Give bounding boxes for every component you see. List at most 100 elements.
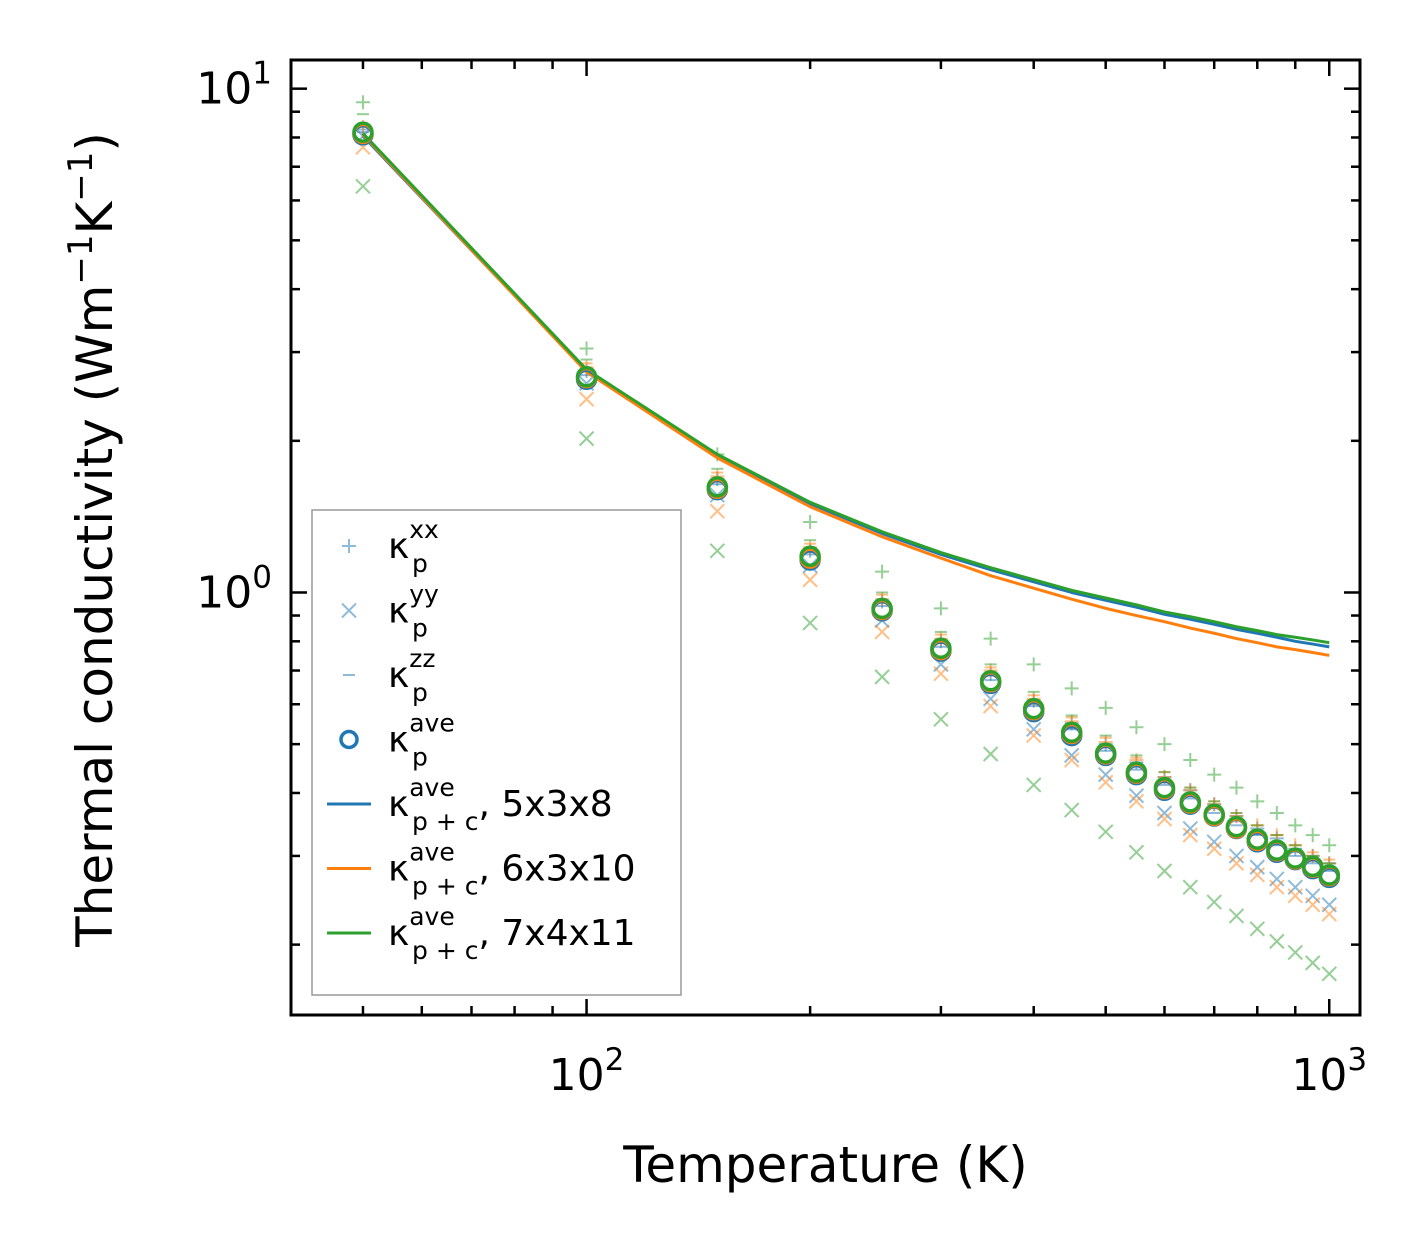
legend-label: κzz p	[388, 644, 435, 707]
kxx-point-7x4x11-750	[1229, 780, 1244, 795]
kxx-point-7x4x11-850	[1269, 806, 1284, 821]
kyy-point-6x3x10-1000	[1321, 906, 1337, 922]
legend-superscript: ave	[409, 838, 455, 867]
kave-point-7x4x11-900	[1284, 847, 1307, 869]
legend-label: κave p	[388, 709, 455, 772]
y-tick-label-exponent: 1	[252, 56, 272, 92]
kyy-point-6x3x10-400	[1026, 727, 1042, 744]
kyy-point-6x3x10-650	[1182, 827, 1199, 843]
line-series-1	[361, 133, 1330, 657]
kyy-point-6x3x10-850	[1269, 879, 1285, 895]
kyy-point-7x4x11-600	[1156, 863, 1173, 879]
legend-x-marker	[341, 602, 357, 619]
y-tick-label-exponent: 0	[252, 559, 272, 595]
kave-point-7x4x11-250	[871, 597, 893, 620]
kxx-point-7x4x11-50	[355, 95, 370, 110]
kave-point-7x4x11-150	[706, 476, 729, 498]
kxx-point-7x4x11-550	[1129, 720, 1144, 735]
y-tick-label-base: 10	[196, 64, 252, 115]
legend-entry-2: κzz p	[343, 644, 435, 707]
legend-subscript: p + c	[412, 872, 478, 901]
kave-point-7x4x11-100	[575, 366, 598, 388]
kxx-point-7x4x11-450	[1064, 681, 1079, 696]
legend-symbol: κ	[388, 591, 409, 632]
kyy-point-7x4x11-300	[933, 711, 949, 728]
kyy-point-7x4x11-700	[1206, 894, 1222, 910]
kave-point-7x4x11-50	[352, 121, 374, 143]
legend-symbol: κ	[388, 849, 409, 890]
kyy-point-5x3x8-750	[1228, 848, 1245, 864]
legend-symbol: κ	[388, 784, 409, 825]
kyy-point-6x3x10-500	[1097, 774, 1114, 791]
kave-point-7x4x11-800	[1246, 828, 1269, 850]
kyy-point-6x3x10-250	[874, 624, 890, 640]
legend-symbol: κ	[388, 913, 409, 954]
kxx-point-7x4x11-400	[1026, 657, 1041, 672]
kyy-point-5x3x8-650	[1182, 820, 1199, 837]
y-axis-label-exponent: −1	[61, 152, 101, 202]
legend-entry-0: κxx p	[342, 515, 439, 578]
legend-suffix: , 5x3x8	[478, 784, 612, 825]
legend-suffix: , 6x3x10	[478, 849, 635, 890]
kxx-point-7x4x11-300	[933, 601, 948, 616]
legend-circle-marker	[339, 729, 359, 750]
legend-plus-marker	[342, 539, 356, 553]
y-axis-label: Thermal conductivity (Wm−1K−1)	[61, 132, 124, 948]
kxx-point-7x4x11-700	[1207, 767, 1222, 782]
kyy-point-7x4x11-850	[1269, 933, 1285, 950]
kyy-point-5x3x8-350	[982, 691, 999, 707]
kyy-point-7x4x11-650	[1182, 879, 1199, 895]
legend-subscript: p + c	[412, 936, 478, 965]
kave-point-7x4x11-350	[979, 670, 1002, 692]
y-tick-label-10: 101	[196, 56, 272, 115]
kyy-point-7x4x11-350	[982, 746, 999, 762]
legend-label: κave p + c, 7x4x11	[388, 902, 636, 965]
kyy-point-6x3x10-750	[1228, 855, 1245, 872]
kyy-point-6x3x10-900	[1287, 888, 1303, 904]
kyy-point-7x4x11-450	[1063, 802, 1080, 818]
x-axis-label: Temperature (K)	[622, 1136, 1027, 1194]
y-axis-label-exponent: −1	[61, 235, 101, 285]
kxx-point-7x4x11-100	[579, 341, 594, 356]
kyy-point-5x3x8-400	[1026, 721, 1042, 738]
y-tick-label-1: 100	[196, 559, 272, 618]
legend-suffix: , 7x4x11	[478, 913, 635, 954]
kyy-point-6x3x10-100	[578, 391, 595, 407]
kave-point-7x4x11-500	[1094, 742, 1117, 764]
kxx-point-7x4x11-900	[1288, 818, 1303, 833]
kyy-point-5x3x8-500	[1097, 766, 1114, 783]
legend-subscript: p	[412, 743, 428, 772]
kxx-point-7x4x11-250	[875, 564, 890, 579]
x-tick-label-base: 10	[549, 1050, 605, 1101]
legend-superscript: ave	[409, 773, 455, 802]
legend-subscript: p	[412, 678, 428, 707]
plot-frame	[289, 58, 1362, 1017]
kyy-point-7x4x11-200	[802, 615, 818, 631]
legend-subscript: p	[412, 614, 428, 643]
legend-box	[311, 509, 682, 996]
legend-subscript: p + c	[412, 807, 478, 836]
kave-point-7x4x11-700	[1203, 803, 1225, 825]
legend-superscript: yy	[409, 580, 439, 609]
kave-point-7x4x11-600	[1153, 776, 1176, 799]
kyy-point-7x4x11-150	[709, 543, 726, 559]
legend-entry-4: κave p + c, 5x3x8	[327, 773, 613, 836]
kxx-point-7x4x11-650	[1183, 753, 1198, 768]
kyy-point-6x3x10-550	[1128, 793, 1145, 810]
kave-point-7x4x11-200	[799, 545, 821, 568]
legend-entry-6: κave p + c, 7x4x11	[327, 902, 636, 965]
kyy-point-7x4x11-550	[1128, 844, 1145, 861]
kave-point-7x4x11-1000	[1318, 864, 1341, 886]
legend-entry-5: κave p + c, 6x3x10	[327, 838, 636, 901]
x-tick-label-base: 10	[1291, 1050, 1347, 1101]
kyy-point-6x3x10-350	[982, 698, 999, 714]
kxx-point-7x4x11-600	[1157, 737, 1172, 752]
kave-point-7x4x11-950	[1301, 855, 1324, 878]
kyy-point-6x3x10-600	[1156, 811, 1173, 827]
legend-label: κave p + c, 6x3x10	[388, 838, 636, 901]
line-series-2	[361, 132, 1330, 645]
legend-superscript: ave	[409, 902, 455, 931]
legend-superscript: ave	[409, 709, 455, 738]
kxx-point-7x4x11-950	[1305, 828, 1320, 843]
